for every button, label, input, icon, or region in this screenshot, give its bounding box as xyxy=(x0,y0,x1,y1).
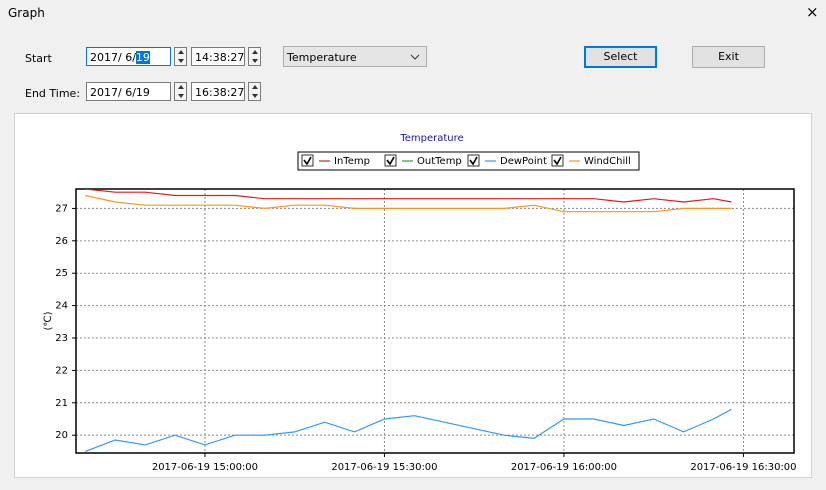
y-tick-label: 24 xyxy=(55,301,68,312)
legend-checkbox[interactable] xyxy=(301,154,314,167)
legend-checkbox[interactable] xyxy=(551,154,564,167)
start-date: 2017/ 6/ xyxy=(90,51,136,64)
x-tick-label: 2017-06-19 15:30:00 xyxy=(331,462,437,473)
y-axis-label: (℃) xyxy=(43,311,54,330)
exit-button[interactable]: Exit xyxy=(692,46,765,68)
start-time-input[interactable]: 14:38:27 xyxy=(191,47,245,66)
window-title: Graph xyxy=(8,6,45,20)
y-tick-label: 21 xyxy=(55,398,68,409)
legend-entry: InTemp xyxy=(301,154,370,167)
legend-check xyxy=(386,156,395,166)
legend-entry: WindChill xyxy=(551,154,631,167)
dropdown-arrow xyxy=(410,54,420,60)
y-tick-label: 20 xyxy=(55,430,68,441)
legend-entry: DewPoint xyxy=(467,154,547,167)
series-line xyxy=(85,408,732,452)
series-line xyxy=(85,189,732,203)
chart: Temperature (℃) 20 21 22 23 24 25 26 27 2017-06-… xyxy=(43,133,797,473)
legend-label: OutTemp xyxy=(417,156,462,167)
start-date-input[interactable]: 2017/ 6/19 xyxy=(86,47,171,66)
end-date-input[interactable]: 2017/ 6/19 xyxy=(86,82,171,101)
legend-checkbox[interactable] xyxy=(467,154,480,167)
y-tick-label: 26 xyxy=(55,236,68,247)
legend-label: DewPoint xyxy=(500,156,547,167)
y-tick-label: 25 xyxy=(55,268,68,279)
y-tick-label: 27 xyxy=(55,203,68,214)
start-time-spin[interactable] xyxy=(248,47,261,66)
x-tick-label: 2017-06-19 16:30:00 xyxy=(690,462,796,473)
legend-label: WindChill xyxy=(584,156,631,167)
legend-check xyxy=(553,156,562,166)
legend-check xyxy=(469,156,478,166)
x-tick-label: 2017-06-19 16:00:00 xyxy=(511,462,617,473)
dropdown-text: Temperature xyxy=(287,51,357,64)
plot-frame xyxy=(75,188,795,454)
close-button[interactable]: × xyxy=(806,3,819,21)
series-line xyxy=(85,194,732,213)
start-day: 19 xyxy=(135,51,150,64)
y-tick-label: 23 xyxy=(55,333,68,344)
legend-check xyxy=(303,156,312,166)
end-label: End Time: xyxy=(25,87,81,100)
end-time-input[interactable]: 16:38:27 xyxy=(191,82,245,101)
x-tick-label: 2017-06-19 15:00:00 xyxy=(152,462,258,473)
chart-title: Temperature xyxy=(399,133,463,144)
legend-label: InTemp xyxy=(334,156,370,167)
start-date-spin[interactable] xyxy=(174,47,187,66)
legend-entry: OutTemp xyxy=(384,154,462,167)
legend-checkbox[interactable] xyxy=(384,154,397,167)
chart-panel: Temperature (℃) 20 21 22 23 24 25 26 27 2017-06-… xyxy=(14,113,812,478)
start-label: Start xyxy=(25,52,52,65)
end-time-spin[interactable] xyxy=(248,82,261,101)
y-tick-label: 22 xyxy=(55,365,68,376)
type-dropdown[interactable]: Temperature xyxy=(283,46,427,67)
end-date-spin[interactable] xyxy=(174,82,187,101)
select-button[interactable]: Select xyxy=(584,46,657,68)
